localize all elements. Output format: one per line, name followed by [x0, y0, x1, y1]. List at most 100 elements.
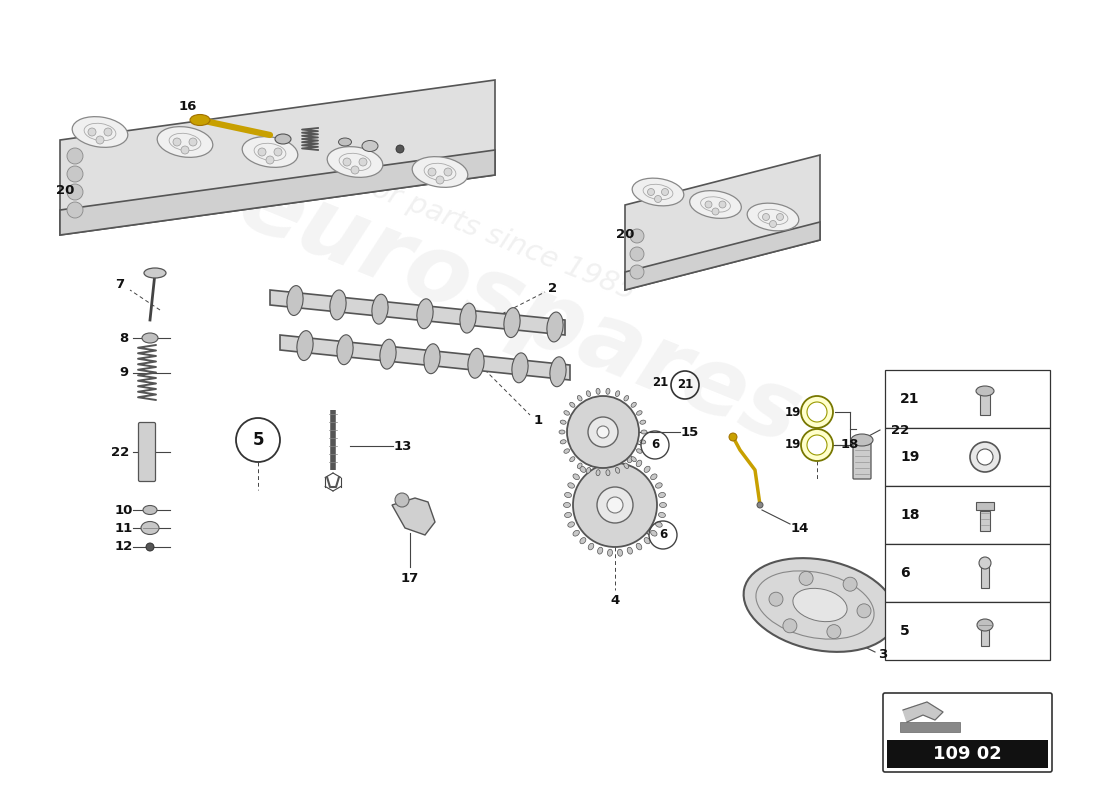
Text: 10: 10	[114, 503, 133, 517]
Bar	[886, 486, 1050, 544]
Bar	[886, 370, 1050, 428]
Polygon shape	[903, 702, 943, 722]
Circle shape	[729, 433, 737, 441]
FancyBboxPatch shape	[139, 422, 155, 482]
Ellipse shape	[297, 330, 313, 361]
Circle shape	[597, 426, 609, 438]
Circle shape	[630, 265, 644, 279]
Ellipse shape	[143, 506, 157, 514]
Ellipse shape	[242, 137, 298, 167]
Circle shape	[396, 145, 404, 153]
Circle shape	[719, 201, 726, 208]
Ellipse shape	[640, 440, 646, 444]
Ellipse shape	[547, 312, 563, 342]
Circle shape	[266, 156, 274, 164]
Text: 14: 14	[791, 522, 810, 534]
Circle shape	[359, 158, 367, 166]
Ellipse shape	[568, 482, 574, 488]
Circle shape	[395, 493, 409, 507]
Bar	[976, 502, 994, 510]
Ellipse shape	[606, 470, 610, 476]
Ellipse shape	[851, 434, 873, 446]
Ellipse shape	[636, 460, 641, 466]
Circle shape	[801, 396, 833, 428]
Text: 7: 7	[116, 278, 124, 291]
Ellipse shape	[636, 543, 641, 550]
Bar	[886, 544, 1050, 602]
Text: 5: 5	[252, 431, 264, 449]
Ellipse shape	[650, 474, 657, 480]
Circle shape	[857, 604, 871, 618]
Text: 1: 1	[534, 414, 542, 426]
Circle shape	[979, 557, 991, 569]
Circle shape	[807, 435, 827, 455]
Ellipse shape	[586, 467, 591, 474]
Ellipse shape	[596, 388, 601, 394]
Polygon shape	[392, 498, 434, 535]
Bar	[886, 602, 1050, 660]
Ellipse shape	[563, 502, 571, 507]
Ellipse shape	[660, 502, 667, 507]
Circle shape	[607, 497, 623, 513]
Circle shape	[661, 189, 669, 195]
Ellipse shape	[624, 463, 629, 469]
Circle shape	[258, 148, 266, 156]
FancyBboxPatch shape	[852, 441, 871, 479]
Ellipse shape	[645, 538, 650, 544]
Polygon shape	[60, 150, 495, 235]
Text: 19: 19	[900, 450, 920, 464]
Ellipse shape	[550, 357, 566, 386]
Bar	[980, 511, 990, 531]
Circle shape	[597, 487, 632, 523]
Text: 18: 18	[840, 438, 859, 451]
Polygon shape	[60, 80, 495, 235]
Ellipse shape	[631, 402, 636, 407]
Text: 4: 4	[610, 594, 619, 606]
Ellipse shape	[275, 134, 292, 144]
Ellipse shape	[141, 522, 160, 534]
Ellipse shape	[73, 117, 128, 147]
Ellipse shape	[645, 466, 650, 473]
Ellipse shape	[190, 114, 210, 126]
Circle shape	[189, 138, 197, 146]
Circle shape	[67, 184, 82, 200]
Ellipse shape	[588, 543, 594, 550]
Ellipse shape	[144, 268, 166, 278]
Circle shape	[654, 195, 661, 202]
Circle shape	[96, 136, 104, 144]
Circle shape	[436, 176, 444, 184]
Ellipse shape	[379, 339, 396, 369]
Circle shape	[146, 543, 154, 551]
Ellipse shape	[578, 395, 582, 401]
Circle shape	[648, 189, 654, 195]
Ellipse shape	[617, 454, 623, 461]
Text: 2: 2	[549, 282, 558, 294]
Ellipse shape	[564, 493, 572, 498]
Bar	[900, 722, 960, 732]
Circle shape	[769, 592, 783, 606]
Polygon shape	[280, 335, 570, 380]
Bar	[980, 393, 990, 415]
Ellipse shape	[330, 290, 346, 320]
Ellipse shape	[578, 463, 582, 469]
Text: 15: 15	[681, 426, 700, 438]
Ellipse shape	[339, 138, 352, 146]
Circle shape	[182, 146, 189, 154]
Circle shape	[588, 417, 618, 447]
Circle shape	[573, 463, 657, 547]
Ellipse shape	[747, 203, 799, 231]
Ellipse shape	[617, 550, 623, 556]
Text: 5: 5	[900, 624, 910, 638]
Ellipse shape	[793, 588, 847, 622]
Text: 20: 20	[56, 183, 74, 197]
Ellipse shape	[412, 157, 468, 187]
Ellipse shape	[690, 190, 741, 218]
Ellipse shape	[637, 449, 642, 454]
Text: 22: 22	[891, 423, 909, 437]
Circle shape	[428, 168, 436, 176]
Circle shape	[705, 201, 712, 208]
Ellipse shape	[573, 474, 580, 480]
Ellipse shape	[362, 141, 378, 151]
Ellipse shape	[632, 178, 684, 206]
Ellipse shape	[607, 550, 613, 556]
